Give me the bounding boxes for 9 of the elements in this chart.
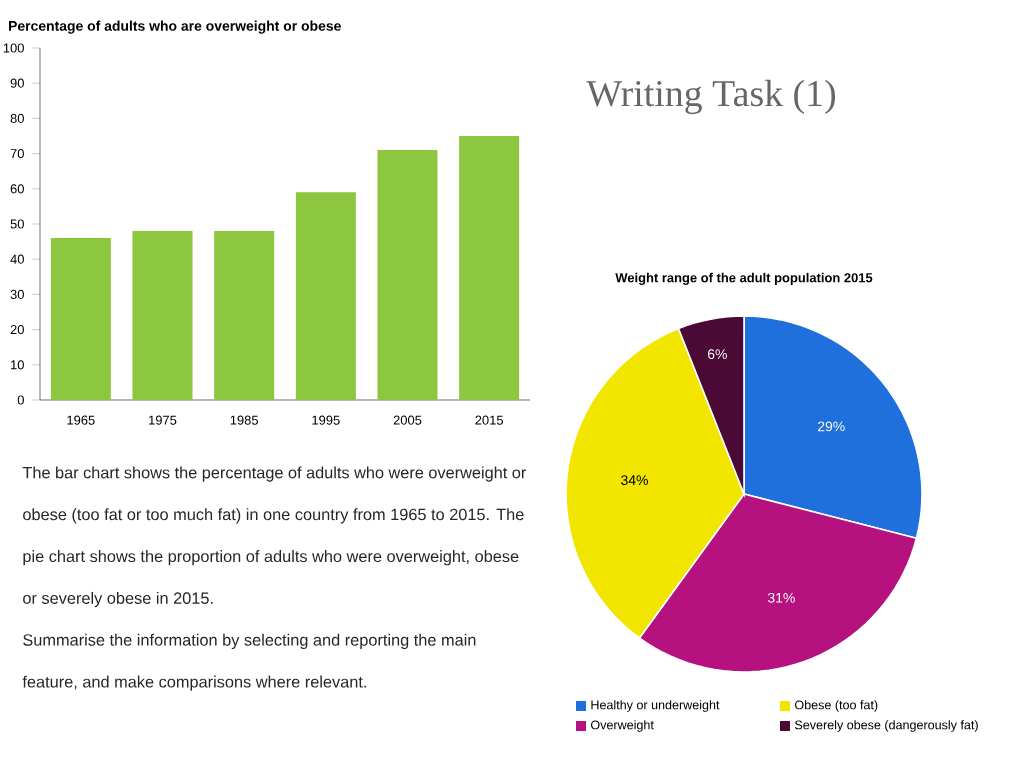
bar — [50, 238, 111, 400]
text: Summarise the information by selecting and reporting the main feature, and make comparisons where relevant. — [22, 633, 476, 691]
bar — [295, 192, 356, 400]
bar — [132, 231, 193, 400]
bar — [377, 150, 438, 400]
text: The bar chart shows the percentage of adults who were overweight or obese (too fat or too much fat) in one country from 1965 to 2015. The pie chart shows the proportion of adults who were overweight, obese or severely obese in 2015. — [22, 466, 527, 608]
text: Writing Task (1) — [586, 79, 836, 115]
bar — [459, 135, 520, 400]
bar — [214, 231, 275, 400]
